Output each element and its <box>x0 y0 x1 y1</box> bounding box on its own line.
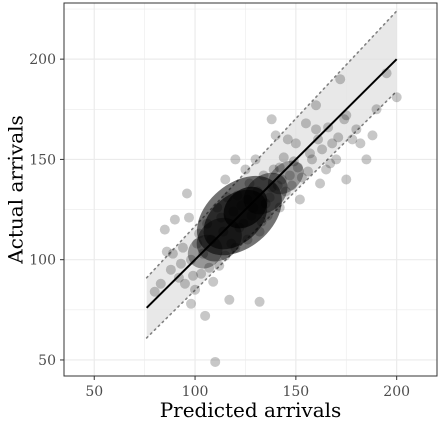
data-point <box>335 74 346 85</box>
data-point <box>177 242 188 253</box>
panel-border <box>63 2 438 377</box>
data-point <box>302 166 313 177</box>
data-point <box>204 262 215 273</box>
point-density-cloud <box>223 186 268 229</box>
data-point <box>371 104 382 115</box>
band-upper-edge <box>145 10 398 279</box>
data-point <box>184 212 195 223</box>
data-point <box>317 144 328 155</box>
fit-line-group <box>145 58 398 309</box>
data-point <box>214 260 225 271</box>
x-axis-title: Predicted arrivals <box>160 398 342 422</box>
data-point <box>294 194 305 205</box>
axis-ticks: 50 100 150 200 50 100 150 200 <box>29 52 410 400</box>
data-point <box>200 310 211 321</box>
data-point <box>169 214 180 225</box>
data-point <box>286 180 297 191</box>
data-point <box>266 114 277 125</box>
data-point <box>391 92 402 103</box>
data-point <box>321 164 332 175</box>
data-point <box>333 132 344 143</box>
data-point <box>296 172 307 183</box>
data-point <box>327 138 338 149</box>
data-point <box>186 298 197 309</box>
data-point <box>220 174 231 185</box>
data-point <box>250 154 261 165</box>
x-tick-label: 100 <box>182 384 209 400</box>
data-point <box>300 118 311 129</box>
data-point <box>173 272 184 283</box>
data-point <box>208 276 219 287</box>
data-point <box>282 134 293 145</box>
data-point <box>224 294 235 305</box>
data-point <box>306 154 317 165</box>
point-density-cloud <box>243 172 288 215</box>
y-tick-label: 50 <box>38 353 56 369</box>
x-tick-label: 150 <box>282 384 309 400</box>
data-point <box>270 130 281 141</box>
data-point <box>155 278 166 289</box>
point-density-cloud <box>267 160 304 195</box>
y-tick-label: 100 <box>29 253 56 269</box>
data-point <box>331 154 342 165</box>
data-point <box>161 246 172 257</box>
data-point <box>210 356 221 367</box>
data-point <box>240 164 251 175</box>
data-point <box>179 278 190 289</box>
data-point <box>341 174 352 185</box>
data-point <box>315 178 326 189</box>
data-point <box>159 224 170 235</box>
data-point <box>361 154 372 165</box>
data-point <box>190 284 201 295</box>
data-point <box>367 130 378 141</box>
x-tick-label: 50 <box>85 384 103 400</box>
data-point <box>351 124 362 135</box>
data-point <box>339 114 350 125</box>
data-point <box>254 296 265 307</box>
data-point <box>188 270 199 281</box>
prediction-band-area <box>146 11 397 338</box>
y-tick-label: 200 <box>29 52 56 68</box>
point-density-cloud <box>187 234 223 269</box>
data-point <box>290 138 301 149</box>
data-point <box>274 162 285 173</box>
point-density-cloud <box>196 217 242 262</box>
data-point <box>165 264 176 275</box>
data-point <box>198 248 209 259</box>
data-point <box>325 158 336 169</box>
data-point <box>278 152 289 163</box>
data-point <box>313 134 324 145</box>
y-axis-title: Actual arrivals <box>4 115 28 265</box>
data-point <box>167 248 178 259</box>
data-point <box>284 170 295 181</box>
data-point <box>304 148 315 159</box>
data-point <box>268 164 279 175</box>
data-point <box>292 162 303 173</box>
y-tick-label: 150 <box>29 152 56 168</box>
data-point <box>347 134 358 145</box>
data-point <box>311 100 322 111</box>
data-point <box>196 268 207 279</box>
x-tick-label: 200 <box>383 384 410 400</box>
data-point <box>355 138 366 149</box>
data-point <box>230 154 241 165</box>
fit-line <box>145 58 398 309</box>
data-point <box>149 286 160 297</box>
data-point <box>175 258 186 269</box>
data-point <box>280 186 291 197</box>
data-point <box>311 124 322 135</box>
data-point <box>181 188 192 199</box>
